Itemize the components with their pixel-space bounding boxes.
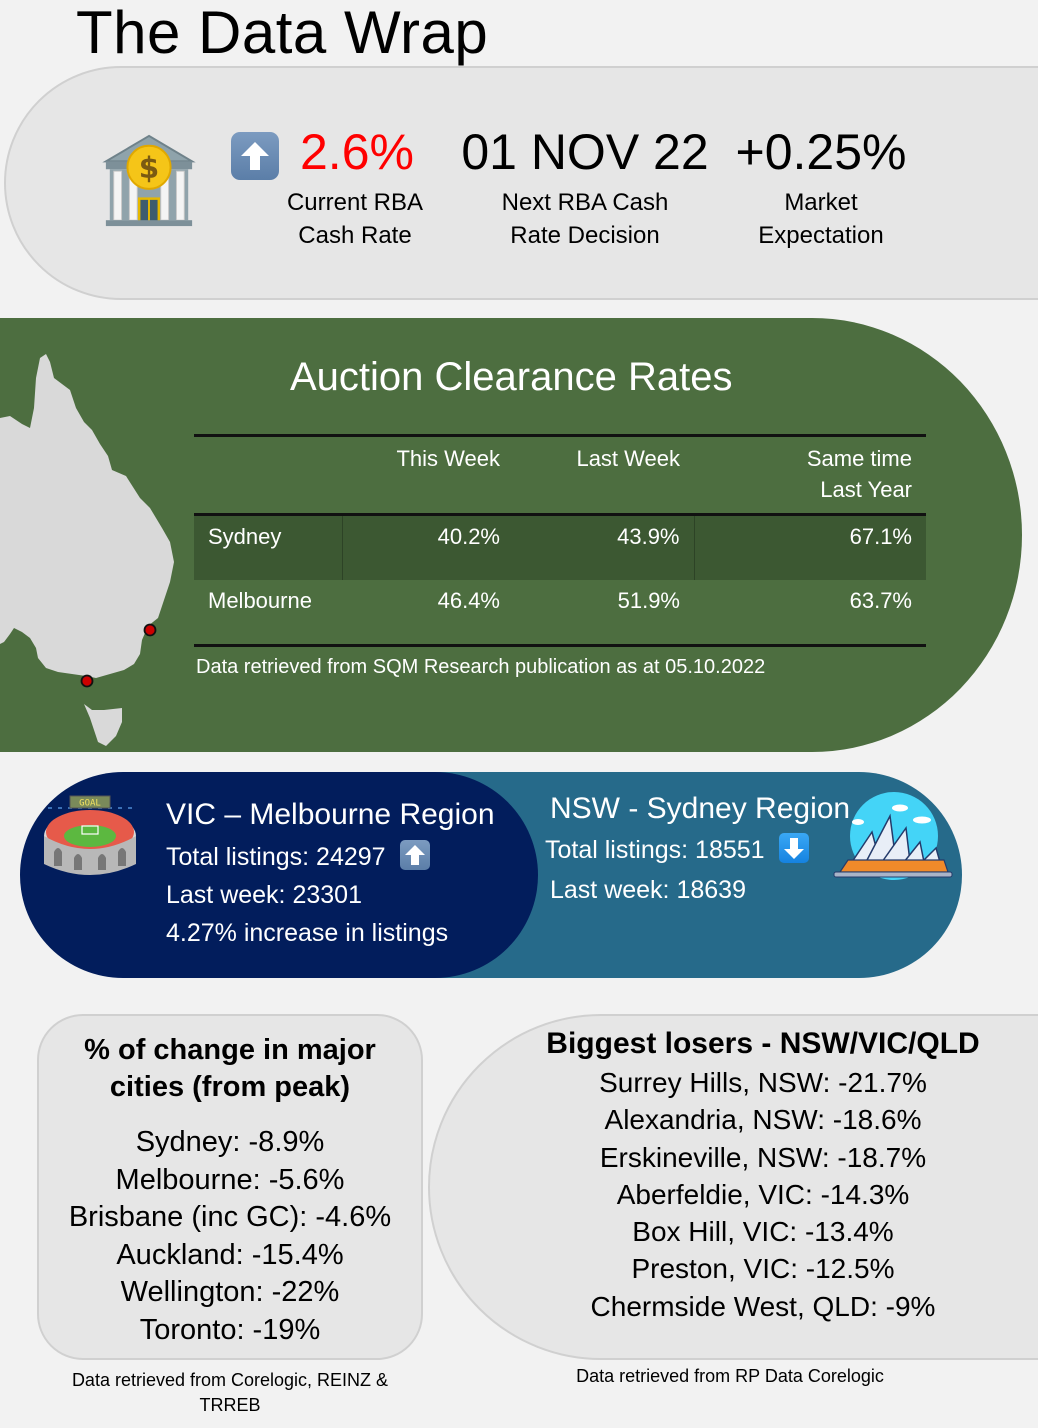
arrow-up-icon xyxy=(231,132,279,180)
row-city: Melbourne xyxy=(208,588,312,613)
row-last-year: 67.1% xyxy=(693,514,926,580)
vic-last-week: Last week: 23301 xyxy=(166,881,362,909)
change-source-line-2: TRREB xyxy=(199,1395,261,1415)
arrow-down-icon xyxy=(778,833,809,863)
nsw-region-title: NSW - Sydney Region xyxy=(550,792,851,825)
stadium-icon: GOAL xyxy=(44,795,136,875)
list-item: Surrey Hills, NSW: -21.7% xyxy=(599,1067,927,1098)
row-this-week: 40.2% xyxy=(341,514,514,580)
biggest-losers-panel: Biggest losers - NSW/VIC/QLD Surrey Hill… xyxy=(428,1014,1038,1360)
table-row: Melbourne 46.4% 51.9% 63.7% xyxy=(194,580,926,646)
arrow-up-icon xyxy=(399,840,430,870)
nsw-listings-text: NSW - Sydney Region Total listings: 1855… xyxy=(545,788,850,910)
nsw-total-listings: Total listings: 18551 xyxy=(545,836,765,864)
opera-house-icon xyxy=(833,792,953,880)
svg-text:$: $ xyxy=(139,151,159,185)
market-expectation: +0.25% Market Expectation xyxy=(726,124,916,252)
change-heading: % of change in major xyxy=(84,1034,376,1066)
market-expectation-label: Market xyxy=(784,189,858,216)
next-decision-label-2: Rate Decision xyxy=(510,222,660,249)
change-source-line: Data retrieved from Corelogic, REINZ & xyxy=(71,1370,389,1390)
list-item: Preston, VIC: -12.5% xyxy=(631,1253,895,1285)
vic-region-title: VIC – Melbourne Region xyxy=(166,798,495,831)
current-cash-rate-value: 2.6% xyxy=(300,124,414,180)
nsw-last-week: Last week: 18639 xyxy=(550,876,746,904)
list-item: Alexandria, NSW: -18.6% xyxy=(604,1104,922,1136)
vic-listings-text: VIC – Melbourne Region Total listings: 2… xyxy=(166,794,495,952)
change-heading-2: cities (from peak) xyxy=(109,1071,351,1103)
list-item: Brisbane (inc GC): -4.6% xyxy=(68,1201,392,1233)
list-item: Toronto: -19% xyxy=(139,1313,321,1346)
list-item: Sydney: -8.9% xyxy=(135,1126,325,1158)
auction-title: Auction Clearance Rates xyxy=(290,355,733,399)
header-last-year: Same time Last Year xyxy=(694,436,926,515)
next-decision-label: Next RBA Cash xyxy=(501,189,669,216)
market-expectation-value: +0.25% xyxy=(735,124,907,180)
losers-source-note: Data retrieved from RP Data Corelogic xyxy=(576,1366,884,1386)
next-decision-value: 01 NOV 22 xyxy=(461,124,709,180)
current-cash-rate: 2.6% Current RBA Cash Rate xyxy=(280,124,430,252)
header-last-year-line2: Last Year xyxy=(820,477,912,502)
change-source-note: Data retrieved from Corelogic, REINZ & T… xyxy=(40,1368,420,1418)
row-last-year: 63.7% xyxy=(849,588,912,613)
list-item: Chermside West, QLD: -9% xyxy=(590,1290,936,1322)
list-item: Melbourne: -5.6% xyxy=(115,1163,345,1196)
list-item: Erskineville, NSW: -18.7% xyxy=(599,1141,927,1173)
auction-clearance-panel: Auction Clearance Rates This Week Last W… xyxy=(0,318,1022,752)
list-item: Aberfeldie, VIC: -14.3% xyxy=(616,1178,910,1210)
clearance-rates-table: This Week Last Week Same time Last Year … xyxy=(194,434,926,647)
row-last-week: 51.9% xyxy=(617,588,680,613)
header-last-year-line1: Same time xyxy=(806,446,912,471)
current-cash-rate-label-2: Cash Rate xyxy=(298,222,412,249)
header-last-week: Last Week xyxy=(576,446,680,471)
page-title: The Data Wrap xyxy=(76,0,489,66)
list-item: Auckland: -15.4% xyxy=(116,1238,344,1271)
losers-heading: Biggest losers - NSW/VIC/QLD xyxy=(546,1027,980,1060)
vic-total-listings: Total listings: 24297 xyxy=(166,843,386,871)
table-row: Sydney 40.2% 43.9% 67.1% xyxy=(194,514,926,580)
change-from-peak-panel: % of change in major cities (from peak) … xyxy=(37,1014,423,1360)
row-last-week: 43.9% xyxy=(514,514,694,580)
next-decision: 01 NOV 22 Next RBA Cash Rate Decision xyxy=(460,124,710,252)
list-item: Box Hill, VIC: -13.4% xyxy=(632,1216,894,1248)
vic-change: 4.27% increase in listings xyxy=(166,919,449,947)
svg-text:GOAL: GOAL xyxy=(79,799,101,809)
bank-icon: $ xyxy=(102,134,196,227)
table-header-row: This Week Last Week Same time Last Year xyxy=(194,435,926,515)
current-cash-rate-label: Current RBA xyxy=(286,189,424,216)
header-city xyxy=(194,436,342,515)
market-expectation-label-2: Expectation xyxy=(758,222,884,249)
row-this-week: 46.4% xyxy=(437,588,500,613)
row-city: Sydney xyxy=(194,514,342,580)
header-this-week: This Week xyxy=(396,446,500,471)
australia-map-icon xyxy=(0,354,174,746)
auction-source-note: Data retrieved from SQM Research publica… xyxy=(196,656,766,678)
list-item: Wellington: -22% xyxy=(120,1276,340,1308)
